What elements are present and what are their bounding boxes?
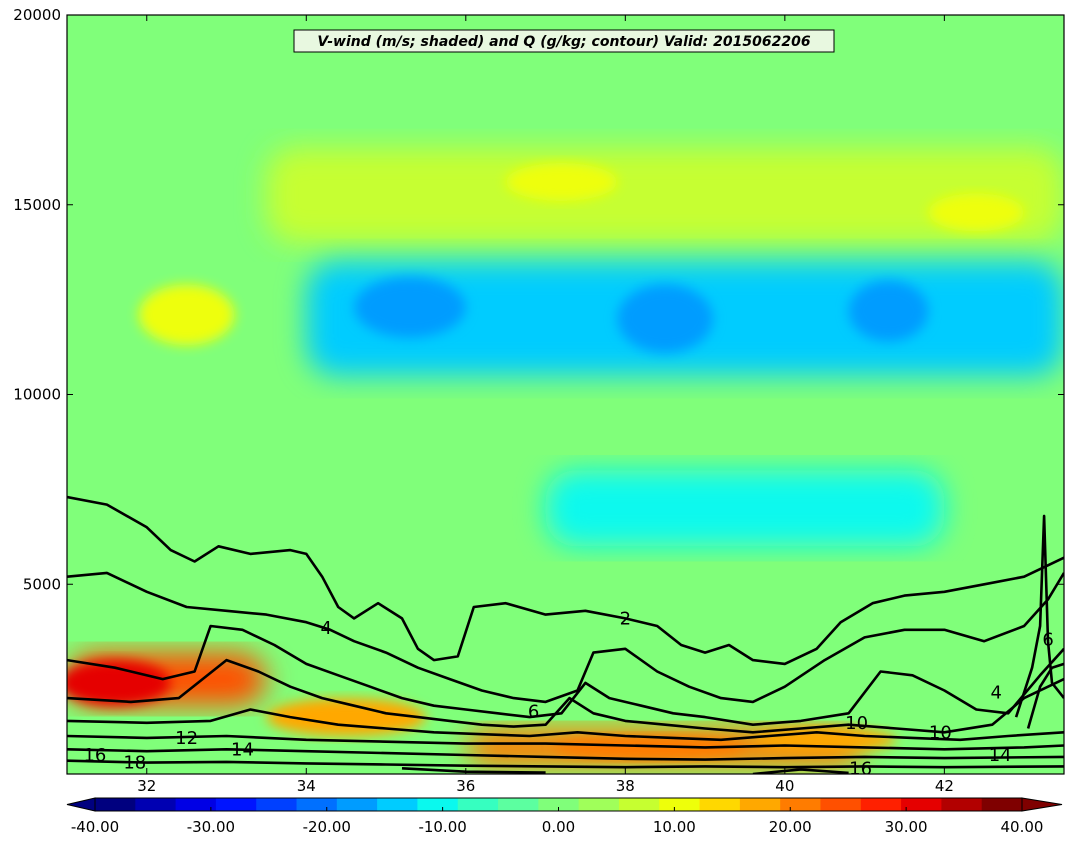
wind-lobe-7	[67, 660, 171, 706]
contour-label-6: 10	[845, 713, 868, 734]
plot-area: 2 4 6 6 4 10 10 12 14 14 16 16 18	[67, 15, 1064, 779]
y-tick-label-10000: 10000	[13, 386, 61, 404]
q-contour-11	[1014, 514, 1064, 718]
colorbar-min-arrow	[66, 797, 96, 812]
wind-region-1	[266, 147, 1064, 243]
contour-label-11: 16	[83, 745, 106, 766]
colorbar-swatch-4	[215, 798, 257, 811]
colorbar-swatch-2	[135, 798, 177, 811]
colorbar-swatch-18	[780, 798, 821, 811]
x-axis: 32 34 36 38 40 42	[137, 15, 954, 795]
x-tick-label-36: 36	[456, 777, 475, 795]
colorbar-swatch-21	[901, 798, 942, 811]
colorbar-tick-label-5: 0.00	[542, 818, 575, 836]
colorbar-swatch-7	[336, 798, 378, 811]
title-background	[293, 29, 835, 53]
colorbar-swatch-1	[95, 798, 136, 811]
contour-label-1: 2	[620, 608, 631, 629]
colorbar-swatch-15	[659, 798, 701, 811]
q-contour-4	[67, 658, 1064, 734]
q-contour-3	[67, 624, 1064, 726]
q-contour-6	[67, 734, 1064, 751]
q-contour-12	[1026, 662, 1064, 729]
colorbar-tick-label-3: -20.00	[303, 818, 351, 836]
colorbar-swatch-12	[538, 798, 580, 811]
colorbar-tick-label-8: 30.00	[885, 818, 928, 836]
colorbar-swatch-19	[820, 798, 862, 811]
colorbar-swatch-6	[296, 798, 338, 811]
wind-region-3	[545, 470, 945, 547]
contour-label-8: 12	[175, 728, 198, 749]
colorbar-max-arrow	[1021, 797, 1063, 812]
contour-label-3: 6	[528, 701, 539, 722]
y-tick-label-5000: 5000	[23, 575, 61, 593]
title-box: V-wind (m/s; shaded) and Q (g/kg; contou…	[293, 29, 835, 53]
chart-title: V-wind (m/s; shaded) and Q (g/kg; contou…	[317, 34, 810, 50]
wind-lobe-4	[138, 284, 235, 346]
colorbar-swatch-23	[981, 798, 1023, 811]
contour-label-2: 4	[320, 618, 331, 639]
colorbar-swatch-16	[699, 798, 741, 811]
q-contour-2	[67, 571, 1064, 704]
colorbar-swatch-14	[618, 798, 660, 811]
contour-label-9: 14	[231, 739, 254, 760]
wind-lobe-2	[354, 276, 466, 338]
colorbar-swatch-20	[860, 798, 902, 811]
q-contour-7	[67, 748, 1064, 761]
wind-lobe-1	[617, 284, 714, 353]
wind-lobe-3	[848, 280, 929, 342]
wind-lobe-9	[266, 698, 426, 737]
colorbar-swatch-3	[175, 798, 217, 811]
x-tick-label-40: 40	[775, 777, 794, 795]
x-tick-label-42: 42	[935, 777, 954, 795]
wind-shading	[67, 147, 1064, 767]
colorbar-swatch-11	[498, 798, 539, 811]
moisture-contours	[67, 495, 1064, 774]
colorbar: -40.00 -30.00 -20.00 -10.00 0.00 10.00 20.00 30…	[66, 797, 1063, 836]
colorbar-swatch-22	[941, 798, 983, 811]
q-contour-8	[67, 759, 1064, 769]
contour-labels: 2 4 6 6 4 10 10 12 14 14 16 16 18	[83, 608, 1053, 779]
colorbar-swatch-9	[417, 798, 459, 811]
x-tick-label-32: 32	[137, 777, 156, 795]
colorbar-swatch-5	[256, 798, 298, 811]
wind-lobe-8	[553, 736, 745, 759]
y-tick-label-15000: 15000	[13, 196, 61, 214]
contour-label-4: 6	[1042, 629, 1053, 650]
colorbar-swatch-10	[457, 798, 499, 811]
colorbar-swatch-8	[377, 798, 418, 811]
contour-label-10: 14	[989, 745, 1012, 766]
contour-label-5: 4	[990, 682, 1001, 703]
x-tick-label-38: 38	[616, 777, 635, 795]
x-tick-label-34: 34	[297, 777, 316, 795]
contour-label-12: 16	[849, 758, 872, 779]
colorbar-swatch-13	[578, 798, 620, 811]
colorbar-tick-label-1: -40.00	[71, 818, 119, 836]
colorbar-tick-label-6: 10.00	[653, 818, 696, 836]
colorbar-swatch-17	[739, 798, 781, 811]
wind-lobe-6	[928, 193, 1025, 232]
field-background	[67, 15, 1064, 774]
y-axis: 5000 10000 15000 20000	[13, 6, 1064, 593]
contour-label-7: 10	[929, 722, 952, 743]
q-contour-5	[67, 708, 1064, 742]
y-tick-label-20000: 20000	[13, 6, 61, 24]
contour-label-13: 18	[123, 753, 146, 774]
colorbar-tick-label-7: 20.00	[769, 818, 812, 836]
q-contour-1	[67, 495, 1064, 666]
colorbar-tick-label-2: -30.00	[187, 818, 235, 836]
q-contour-10	[752, 768, 849, 774]
colorbar-tick-label-4: -10.00	[418, 818, 466, 836]
wind-lobe-5	[505, 163, 618, 201]
colorbar-tick-label-9: 40.00	[1001, 818, 1044, 836]
